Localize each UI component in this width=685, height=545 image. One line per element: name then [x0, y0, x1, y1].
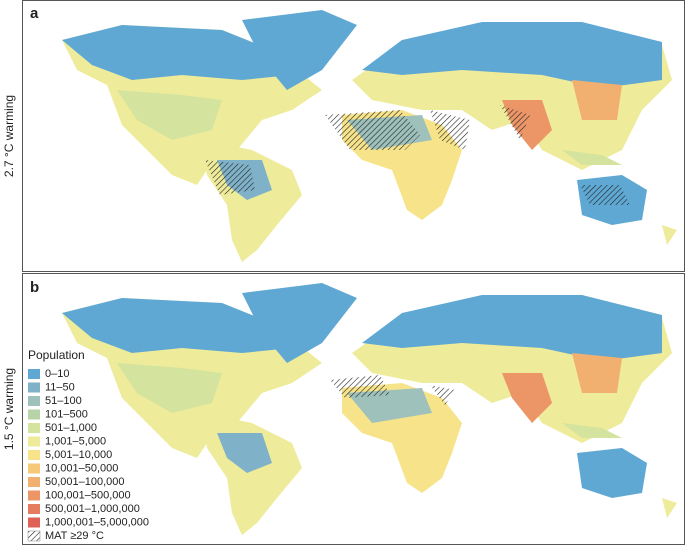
legend-swatch: [28, 504, 40, 514]
legend-swatch: [28, 517, 40, 528]
legend-swatch: [28, 463, 40, 474]
legend-label: 5,001–10,000: [45, 449, 112, 461]
legend-swatch: [27, 530, 41, 542]
legend-label: 1,001–5,000: [45, 435, 106, 447]
legend-swatch: [28, 369, 40, 379]
legend-swatch: [28, 436, 40, 447]
legend-swatch: [28, 490, 40, 501]
legend-label: 100,001–500,000: [45, 489, 131, 501]
legend-swatch: [28, 450, 40, 460]
hatch-area: [205, 105, 630, 205]
legend-label: 500,001–1,000,000: [45, 503, 140, 515]
legend-label: 10,001–50,000: [45, 462, 118, 474]
legend-label: 51–100: [45, 395, 82, 407]
legend-label: 101–500: [45, 408, 88, 420]
legend-label: MAT ≥29 °C: [45, 530, 104, 542]
panel-letter: b: [30, 279, 39, 296]
legend-title: Population: [28, 348, 85, 362]
legend-label: 0–10: [45, 368, 69, 380]
legend-swatch: [28, 409, 40, 420]
legend-label: 1,000,001–5,000,000: [45, 516, 149, 528]
legend-label: 501–1,000: [45, 422, 97, 434]
panel-label: 2.7 °C warming: [2, 95, 16, 177]
hatch-area: [330, 375, 455, 405]
panel-label: 1.5 °C warming: [2, 368, 16, 450]
legend-swatch: [28, 423, 40, 433]
map: [62, 283, 677, 535]
legend-swatch: [28, 396, 40, 406]
legend-label: 50,001–100,000: [45, 476, 125, 488]
panel-letter: a: [30, 5, 39, 22]
legend-swatch: [28, 477, 40, 487]
legend-swatch: [28, 382, 40, 393]
legend-label: 11–50: [45, 381, 75, 393]
